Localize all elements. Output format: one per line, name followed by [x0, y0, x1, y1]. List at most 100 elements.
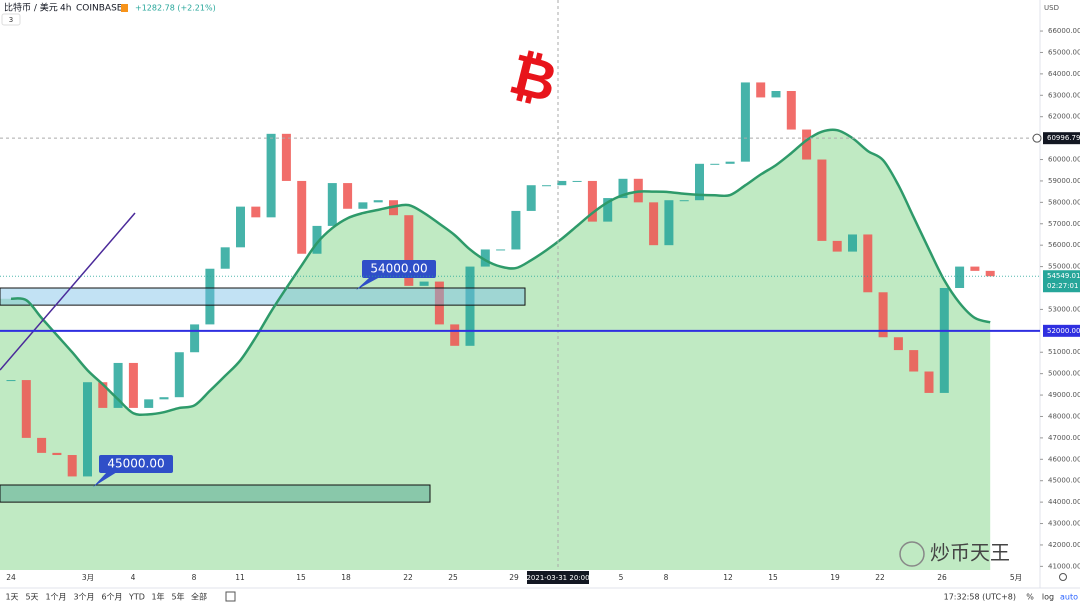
x-tick-label: 25: [448, 573, 458, 582]
candle: [542, 185, 551, 187]
crosshair-price-label: 60996.79: [1047, 134, 1080, 142]
range-button[interactable]: 全部: [191, 592, 207, 602]
auto-toggle[interactable]: auto: [1060, 593, 1078, 602]
candle: [83, 382, 92, 477]
candle: [251, 206, 261, 218]
exchange-icon: [121, 4, 128, 12]
price-change: +1282.78 (+2.21%): [135, 4, 216, 13]
y-tick-label: 59000.00: [1048, 177, 1080, 185]
y-tick-label: 55000.00: [1048, 263, 1080, 271]
x-tick-label: 12: [723, 573, 733, 582]
x-tick-label: 29: [509, 573, 519, 582]
candle: [970, 266, 980, 271]
x-tick-label: 22: [403, 573, 413, 582]
candle: [6, 380, 16, 382]
candle: [511, 210, 521, 250]
candle: [603, 198, 613, 222]
y-tick-label: 64000.00: [1048, 70, 1080, 78]
y-tick-label: 44000.00: [1048, 498, 1080, 506]
candle: [526, 185, 536, 211]
range-button[interactable]: 1个月: [45, 593, 66, 602]
x-tick-label: 22: [875, 573, 885, 582]
y-tick-label: 45000.00: [1048, 477, 1080, 485]
candle: [878, 292, 888, 338]
candle: [832, 240, 842, 252]
y-tick-label: 57000.00: [1048, 220, 1080, 228]
candle: [664, 200, 674, 246]
y-tick-label: 62000.00: [1048, 113, 1080, 121]
indicator-count[interactable]: 3: [9, 16, 13, 24]
y-tick-label: 65000.00: [1048, 48, 1080, 56]
zone-callout: [99, 454, 173, 473]
y-tick-label: 51000.00: [1048, 348, 1080, 356]
candle: [710, 163, 720, 165]
wechat-icon: [899, 541, 925, 567]
clock: 17:32:58 (UTC+8): [944, 593, 1016, 602]
crosshair-time-label: 2021-03-31 20:00: [526, 574, 589, 582]
candle: [37, 437, 47, 453]
candle: [802, 129, 812, 160]
level-label: 52000.00: [1047, 327, 1080, 335]
candle: [113, 362, 123, 408]
exchange: COINBASE: [76, 4, 123, 14]
candle: [190, 324, 200, 353]
x-tick-label: 11: [235, 573, 245, 582]
candle: [939, 288, 949, 393]
candle: [465, 266, 475, 346]
candle: [725, 161, 735, 164]
candle: [266, 133, 276, 218]
candle: [679, 200, 689, 202]
y-tick-label: 41000.00: [1048, 562, 1080, 570]
log-toggle[interactable]: log: [1042, 593, 1054, 602]
plot: 54000.00 45000.00: [0, 82, 995, 570]
candle: [144, 399, 154, 408]
x-tick-label: 8: [664, 573, 669, 582]
candle: [236, 206, 245, 248]
candle: [419, 281, 429, 286]
candle: [21, 380, 31, 438]
range-button[interactable]: 1天: [5, 593, 18, 602]
percent-toggle[interactable]: %: [1026, 593, 1034, 602]
indicator-toggle[interactable]: [1, 13, 21, 26]
candle: [863, 234, 873, 293]
y-tick-label: 63000.00: [1048, 91, 1080, 99]
range-button[interactable]: 1年: [151, 592, 164, 602]
candle: [848, 234, 857, 252]
candle: [52, 452, 62, 456]
candle: [496, 249, 506, 251]
candle: [434, 281, 444, 325]
candle: [893, 337, 903, 351]
candle: [450, 324, 460, 346]
countdown-label: 02:27:01: [1047, 282, 1078, 290]
y-tick-label: 66000.00: [1048, 27, 1080, 35]
last-price-label: 54549.01: [1047, 272, 1080, 280]
candle: [327, 183, 337, 226]
candle: [740, 82, 750, 162]
last-price-tag: [1043, 270, 1080, 293]
x-tick-label: 3月: [82, 573, 94, 582]
indicator-area: [0, 129, 991, 570]
range-button[interactable]: YTD: [128, 593, 145, 602]
range-button[interactable]: 5年: [171, 592, 184, 602]
candle: [312, 225, 322, 254]
range-button[interactable]: 5天: [25, 593, 38, 602]
settings-icon[interactable]: [1059, 573, 1067, 581]
x-tick-label: 15: [296, 573, 306, 582]
x-tick-label: 24: [6, 573, 16, 582]
zone-callout: [362, 260, 436, 278]
x-tick-label: 19: [830, 573, 840, 582]
y-tick-label: 42000.00: [1048, 541, 1080, 549]
y-tick-label: 58000.00: [1048, 198, 1080, 206]
candle: [373, 200, 383, 203]
range-button[interactable]: 6个月: [101, 593, 122, 602]
symbol: 比特币 / 美元: [4, 2, 58, 14]
candle: [695, 163, 704, 201]
y-tick-label: 50000.00: [1048, 370, 1080, 378]
candle: [159, 397, 169, 400]
x-tick-label: 4: [131, 573, 136, 582]
calendar-icon[interactable]: [225, 591, 236, 602]
candle: [649, 202, 659, 246]
range-button[interactable]: 3个月: [73, 593, 94, 602]
